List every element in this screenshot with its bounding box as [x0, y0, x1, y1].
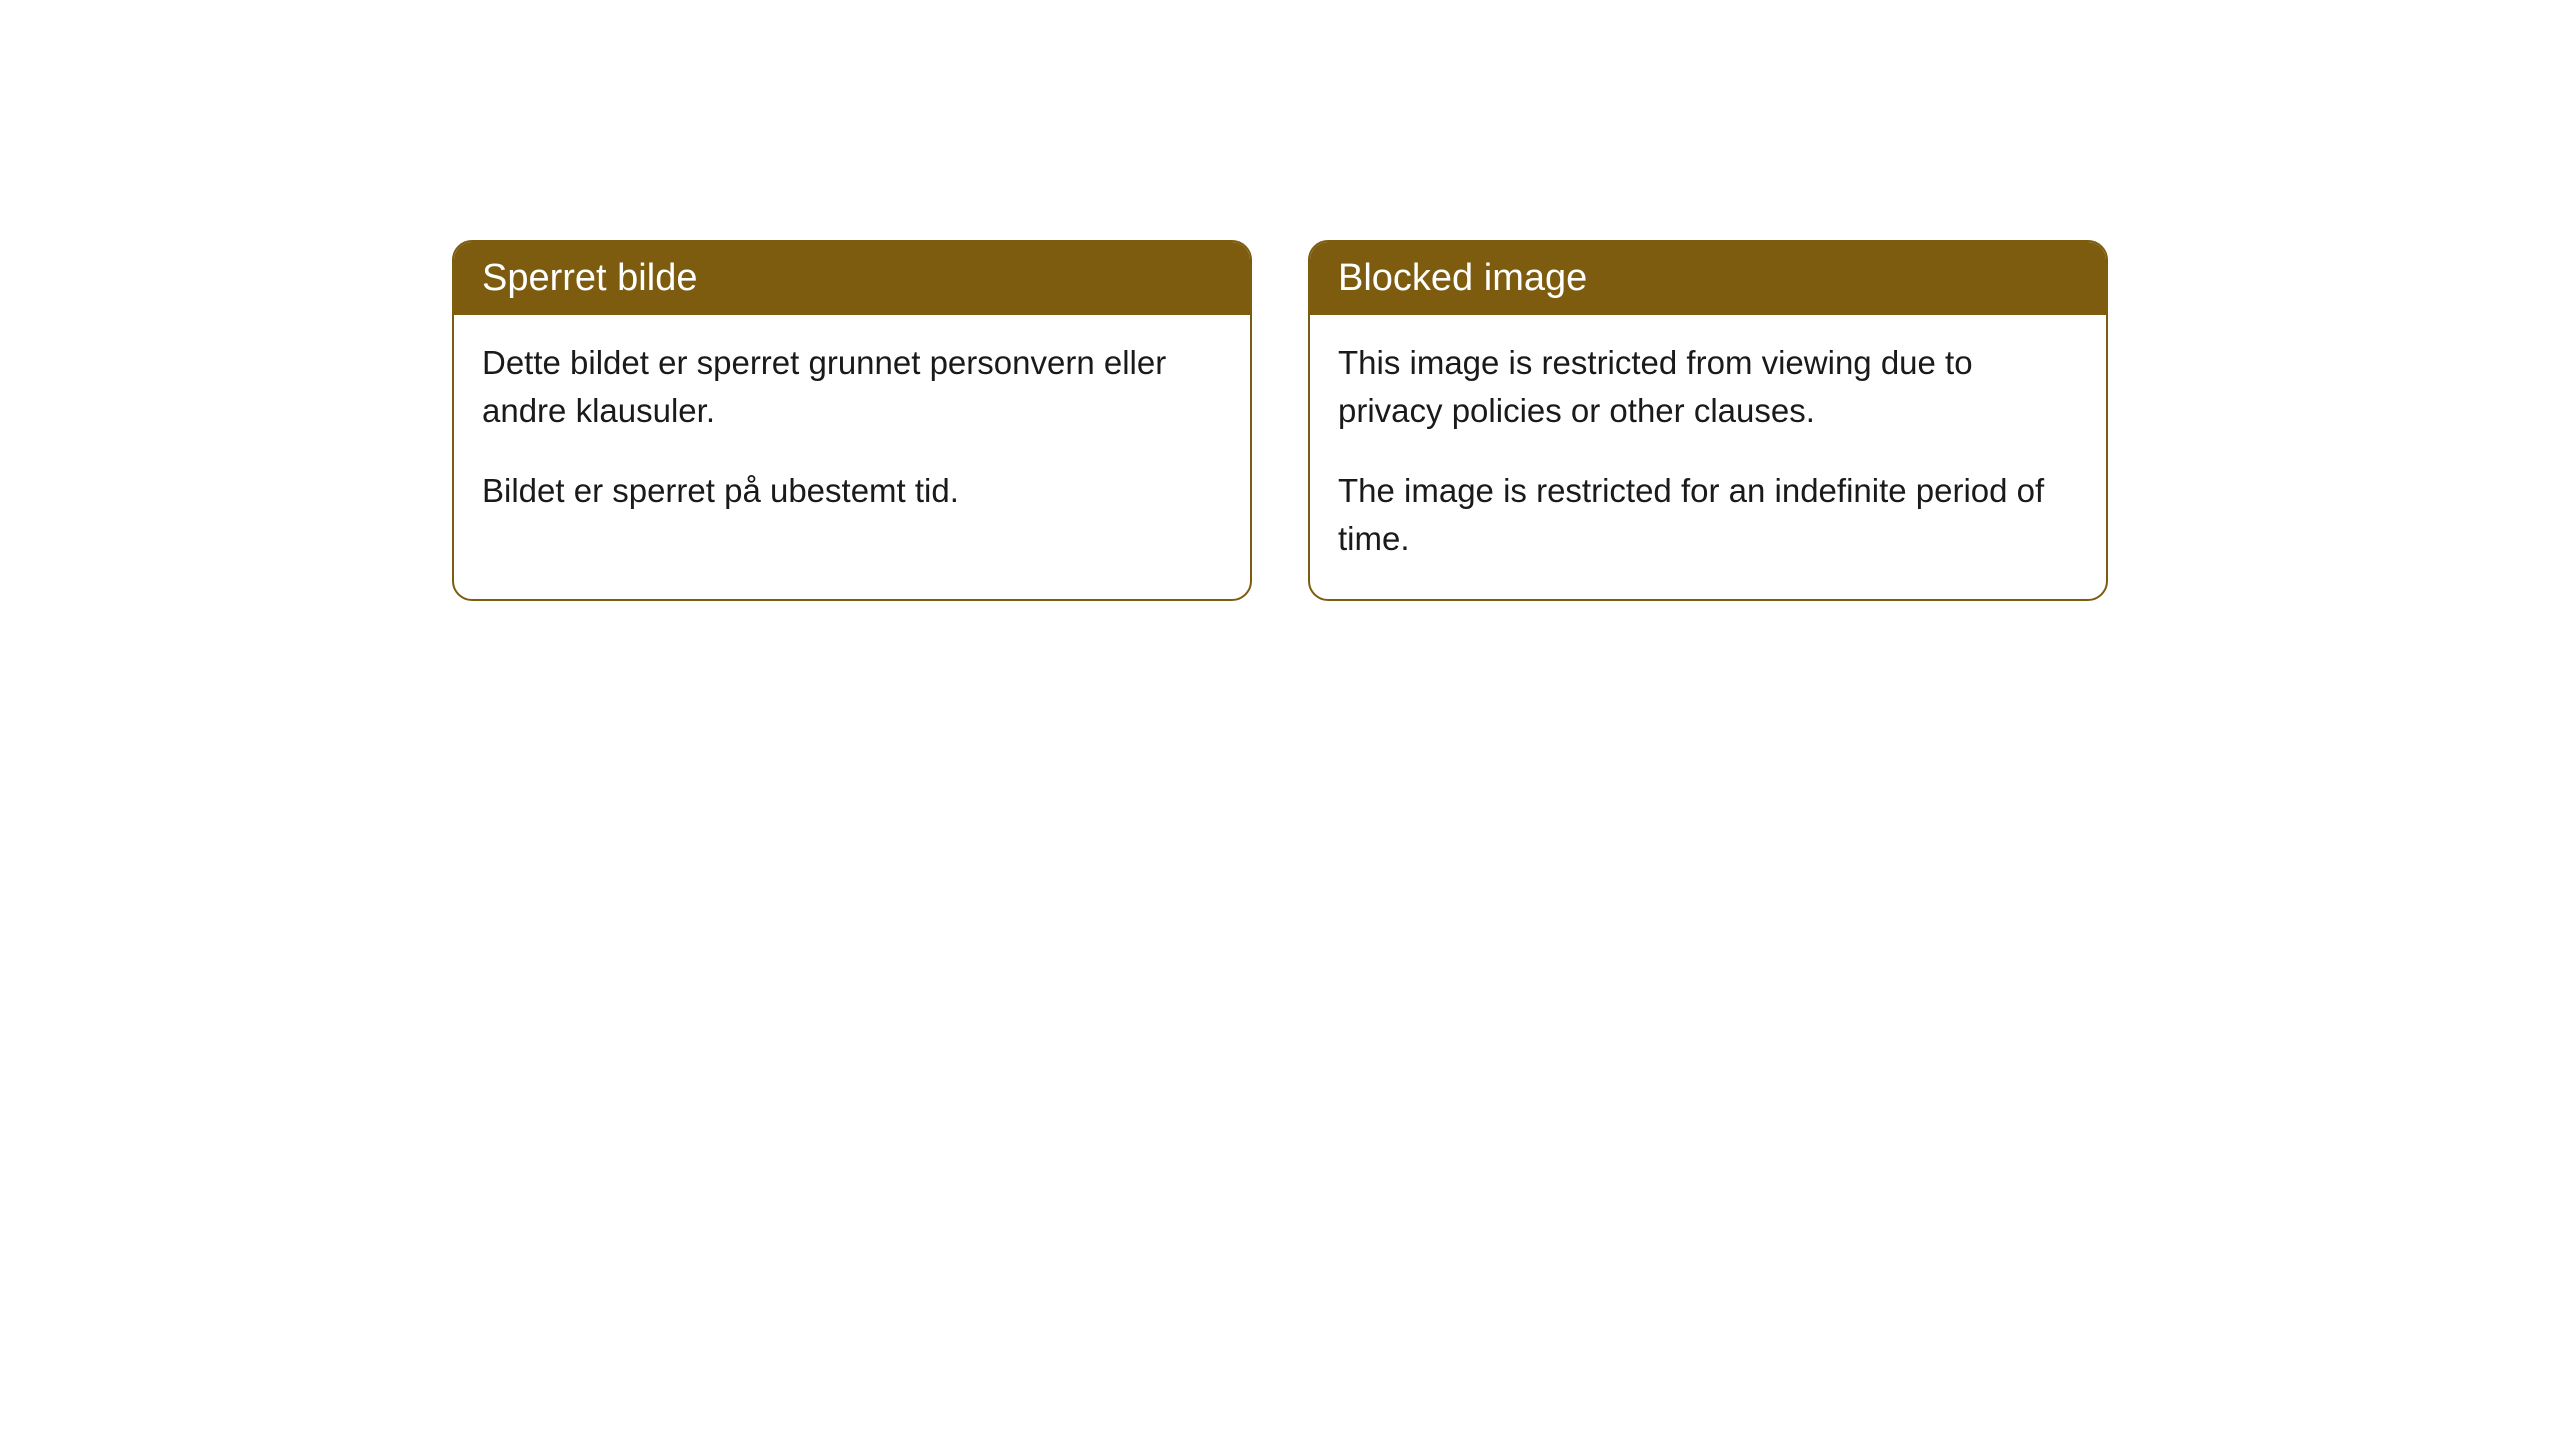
notice-paragraph: This image is restricted from viewing du…: [1338, 339, 2078, 435]
notice-box-english: Blocked image This image is restricted f…: [1308, 240, 2108, 601]
notice-paragraph: Dette bildet er sperret grunnet personve…: [482, 339, 1222, 435]
notice-header-english: Blocked image: [1310, 242, 2106, 315]
notice-header-norwegian: Sperret bilde: [454, 242, 1250, 315]
notices-container: Sperret bilde Dette bildet er sperret gr…: [0, 0, 2560, 601]
notice-box-norwegian: Sperret bilde Dette bildet er sperret gr…: [452, 240, 1252, 601]
notice-paragraph: The image is restricted for an indefinit…: [1338, 467, 2078, 563]
notice-body-norwegian: Dette bildet er sperret grunnet personve…: [454, 315, 1250, 551]
notice-paragraph: Bildet er sperret på ubestemt tid.: [482, 467, 1222, 515]
notice-body-english: This image is restricted from viewing du…: [1310, 315, 2106, 598]
